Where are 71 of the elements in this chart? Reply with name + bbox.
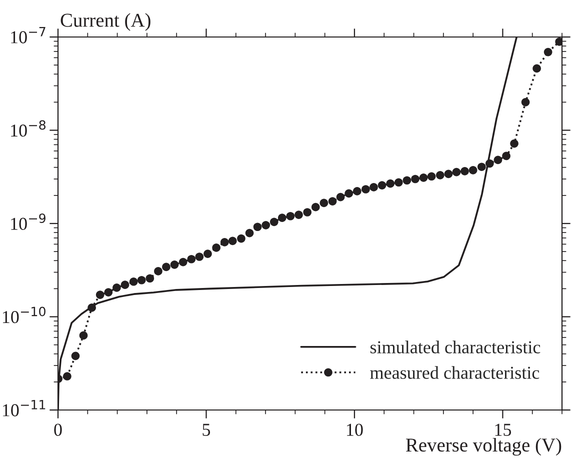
- point: [336, 192, 345, 202]
- point: [370, 183, 378, 192]
- point: [460, 167, 469, 176]
- point: [187, 254, 196, 264]
- point: [452, 168, 461, 176]
- y-tick-label: 10$^{−8}$: [11, 120, 46, 137]
- point: [88, 304, 96, 312]
- point: [253, 222, 262, 232]
- point: [96, 290, 104, 299]
- point: [344, 189, 354, 198]
- legend-label: simulated characteristic: [370, 340, 540, 354]
- point: [419, 174, 428, 182]
- point: [228, 236, 237, 246]
- point: [162, 262, 170, 272]
- point: [154, 267, 162, 276]
- point: [378, 181, 386, 190]
- y-tick-label: 10$^{−7}$: [11, 27, 46, 44]
- point: [303, 208, 312, 216]
- point: [427, 172, 436, 181]
- x-tick-label: 15: [495, 424, 512, 436]
- legend-label: measured characteristic: [370, 366, 540, 379]
- point: [494, 156, 502, 164]
- point: [485, 159, 494, 168]
- x-tick-label: 10: [347, 424, 363, 436]
- point: [278, 214, 286, 222]
- point: [178, 258, 188, 266]
- y-tick-label: 10$^{−10}$: [2, 306, 46, 324]
- point: [262, 220, 270, 230]
- point: [63, 372, 72, 380]
- point: [411, 174, 420, 184]
- y-tick-label: 10$^{−11}$: [2, 400, 46, 416]
- point: [294, 210, 303, 219]
- point: [245, 228, 254, 238]
- point: [436, 170, 444, 180]
- point: [71, 352, 80, 360]
- point: [477, 162, 486, 172]
- point: [146, 274, 154, 283]
- y-axis-title: Current (A): [60, 13, 150, 31]
- point: [320, 198, 328, 208]
- point: [137, 276, 146, 284]
- point: [394, 178, 403, 187]
- point: [270, 218, 278, 226]
- x-tick-label: 5: [202, 424, 210, 436]
- point: [311, 202, 320, 212]
- point: [468, 166, 478, 174]
- point: [521, 98, 530, 106]
- point: [112, 284, 121, 292]
- point: [386, 179, 395, 188]
- point: [129, 277, 138, 286]
- point: [510, 139, 518, 148]
- point: [104, 288, 113, 296]
- point: [532, 64, 541, 73]
- point: [444, 170, 453, 178]
- x-tick-label: 0: [54, 424, 62, 436]
- point: [352, 187, 362, 196]
- point: [170, 260, 179, 269]
- point: [120, 280, 130, 289]
- point: [328, 197, 337, 206]
- point: [362, 185, 370, 194]
- point: [402, 176, 412, 185]
- point: [220, 238, 229, 246]
- point: [204, 250, 212, 258]
- y-tick-label: 10$^{−9}$: [11, 213, 46, 230]
- x-axis-title: Reverse voltage (V): [406, 438, 562, 456]
- point: [286, 212, 295, 220]
- point: [195, 252, 204, 261]
- point: [237, 234, 246, 243]
- point: [212, 244, 220, 252]
- point: [79, 331, 88, 340]
- point: [544, 48, 552, 56]
- point: [502, 152, 510, 160]
